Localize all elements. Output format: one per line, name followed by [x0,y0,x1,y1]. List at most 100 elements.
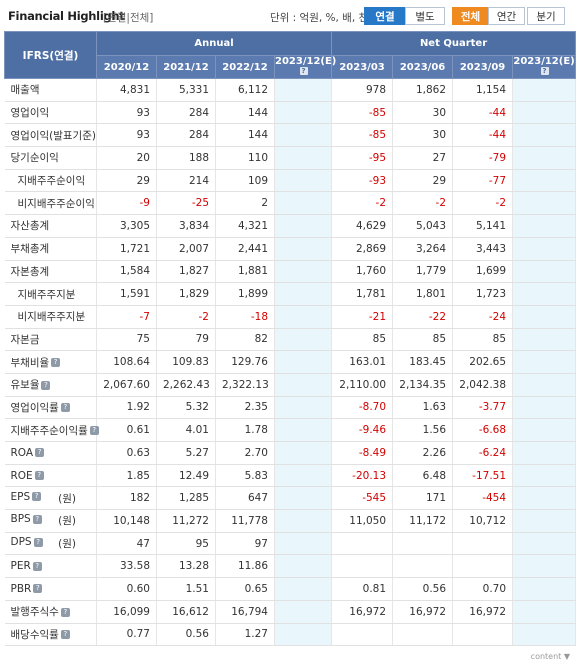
table-cell: 33.58 [96,554,157,579]
table-cell: -545 [331,486,394,511]
section-subtitle: [연결|전체] [103,12,154,24]
table-cell: -2 [331,191,394,216]
table-cell: 1,862 [392,78,454,102]
row-unit: (원) [58,538,76,551]
table-cell: 1.92 [96,396,157,420]
table-cell: 1,779 [392,260,454,284]
table-cell: 5,043 [392,214,454,238]
table-cell: -44 [452,123,514,148]
table-cell: -6.24 [452,441,514,465]
table-cell: 183.45 [392,350,454,374]
column-header-label: 2023/06 [399,61,446,73]
info-icon[interactable]: ? [51,358,61,368]
table-cell: 6.48 [392,464,454,488]
table-cell: 202.65 [452,350,514,374]
info-icon[interactable]: ? [32,514,42,524]
row-label-text: 매출액 [10,84,40,97]
row-label-text: ROE [10,469,33,482]
table-cell [274,237,333,261]
info-icon[interactable]: ? [60,403,70,413]
table-cell [512,418,577,442]
row-label-text: 자본총계 [10,265,50,278]
row-label: 부채총계 [4,237,97,261]
table-cell: 1,881 [215,260,275,284]
row-unit: (원) [58,515,76,528]
table-cell: 97 [215,532,275,556]
column-header: 2020/12 [96,55,157,79]
table-cell [452,532,514,556]
table-row: 발행주식수? 16,099 16,612 16,794 16,972 16,972 16,9… [4,600,577,624]
consolidated-button[interactable]: 연결 [364,7,406,25]
row-label-text: 비지배주주지분 [17,311,86,324]
table-cell: -24 [452,305,514,329]
table-cell [512,78,577,102]
info-icon[interactable]: ? [33,584,43,594]
table-cell [512,146,577,170]
table-cell: 2,110.00 [331,373,394,397]
table-cell: 647 [215,486,275,511]
table-row: 배당수익률? 0.77 0.56 1.27 [4,623,577,647]
table-cell: 0.56 [392,577,454,601]
row-label-text: DPS [10,536,32,549]
table-cell [274,260,333,284]
table-row: 매출액 4,831 5,331 6,112 978 1,862 1,154 [4,78,577,102]
quarter-button[interactable]: 분기 [527,7,565,25]
info-icon[interactable]: ? [89,426,99,436]
column-header-label: 2023/12(E) [513,56,575,67]
info-icon[interactable]: ? [35,448,45,458]
table-cell [274,328,333,352]
info-icon[interactable]: ? [32,492,42,502]
table-cell: -85 [331,101,394,125]
column-header: 2022/12 [215,55,275,79]
info-icon[interactable]: ? [32,561,42,571]
table-cell: 85 [452,328,514,352]
row-label: 부채비율? [4,350,97,374]
table-cell: 1,285 [156,486,216,511]
info-icon[interactable]: ? [60,607,70,617]
table-cell: 5,331 [156,78,216,102]
table-cell: 1,829 [156,282,216,306]
table-cell: 5.83 [215,464,275,488]
info-icon[interactable]: ? [33,537,43,547]
table-cell: 3,305 [96,214,157,238]
row-label: 영업이익 [4,101,97,125]
table-cell [512,123,577,148]
table-cell [512,214,577,238]
table-cell: 109 [215,169,275,193]
all-button[interactable]: 전체 [452,7,489,25]
info-icon[interactable]: ? [41,380,51,390]
table-cell: 3,264 [392,237,454,261]
table-cell [512,191,577,216]
info-icon[interactable]: ? [34,471,44,481]
table-cell: 0.61 [96,418,157,442]
table-cell [512,169,577,193]
table-cell [512,509,577,533]
table-cell [274,532,333,556]
table-cell: 129.76 [215,350,275,374]
help-icon[interactable]: ? [540,67,549,75]
table-cell: 214 [156,169,216,193]
table-cell: -7 [96,305,157,329]
help-icon[interactable]: ? [299,67,308,75]
table-cell: -25 [156,191,216,216]
table-cell: 1,584 [96,260,157,284]
table-cell: 10,712 [452,509,514,533]
table-cell [274,396,333,420]
table-cell: -8.49 [331,441,394,465]
info-icon[interactable]: ? [60,630,70,640]
table-cell: 1.78 [215,418,275,442]
table-cell [512,396,577,420]
table-row: ROE? 1.85 12.49 5.83 -20.13 6.48 -17.51 [4,464,577,488]
table-cell [274,600,333,624]
table-cell [274,441,333,465]
separate-button[interactable]: 별도 [405,7,445,25]
row-label: 지배주주지분 [4,282,97,306]
table-row: 영업이익(발표기준) 93 284 144 -85 30 -44 [4,123,577,148]
table-cell: 163.01 [331,350,394,374]
row-label-text: 당기순이익 [10,152,59,165]
annual-button[interactable]: 연간 [488,7,525,25]
table-cell: 1.85 [96,464,157,488]
table-cell [512,600,577,624]
table-row: 비지배주주순이익 -9 -25 2 -2 -2 -2 [4,191,577,216]
table-cell: -454 [452,486,514,511]
